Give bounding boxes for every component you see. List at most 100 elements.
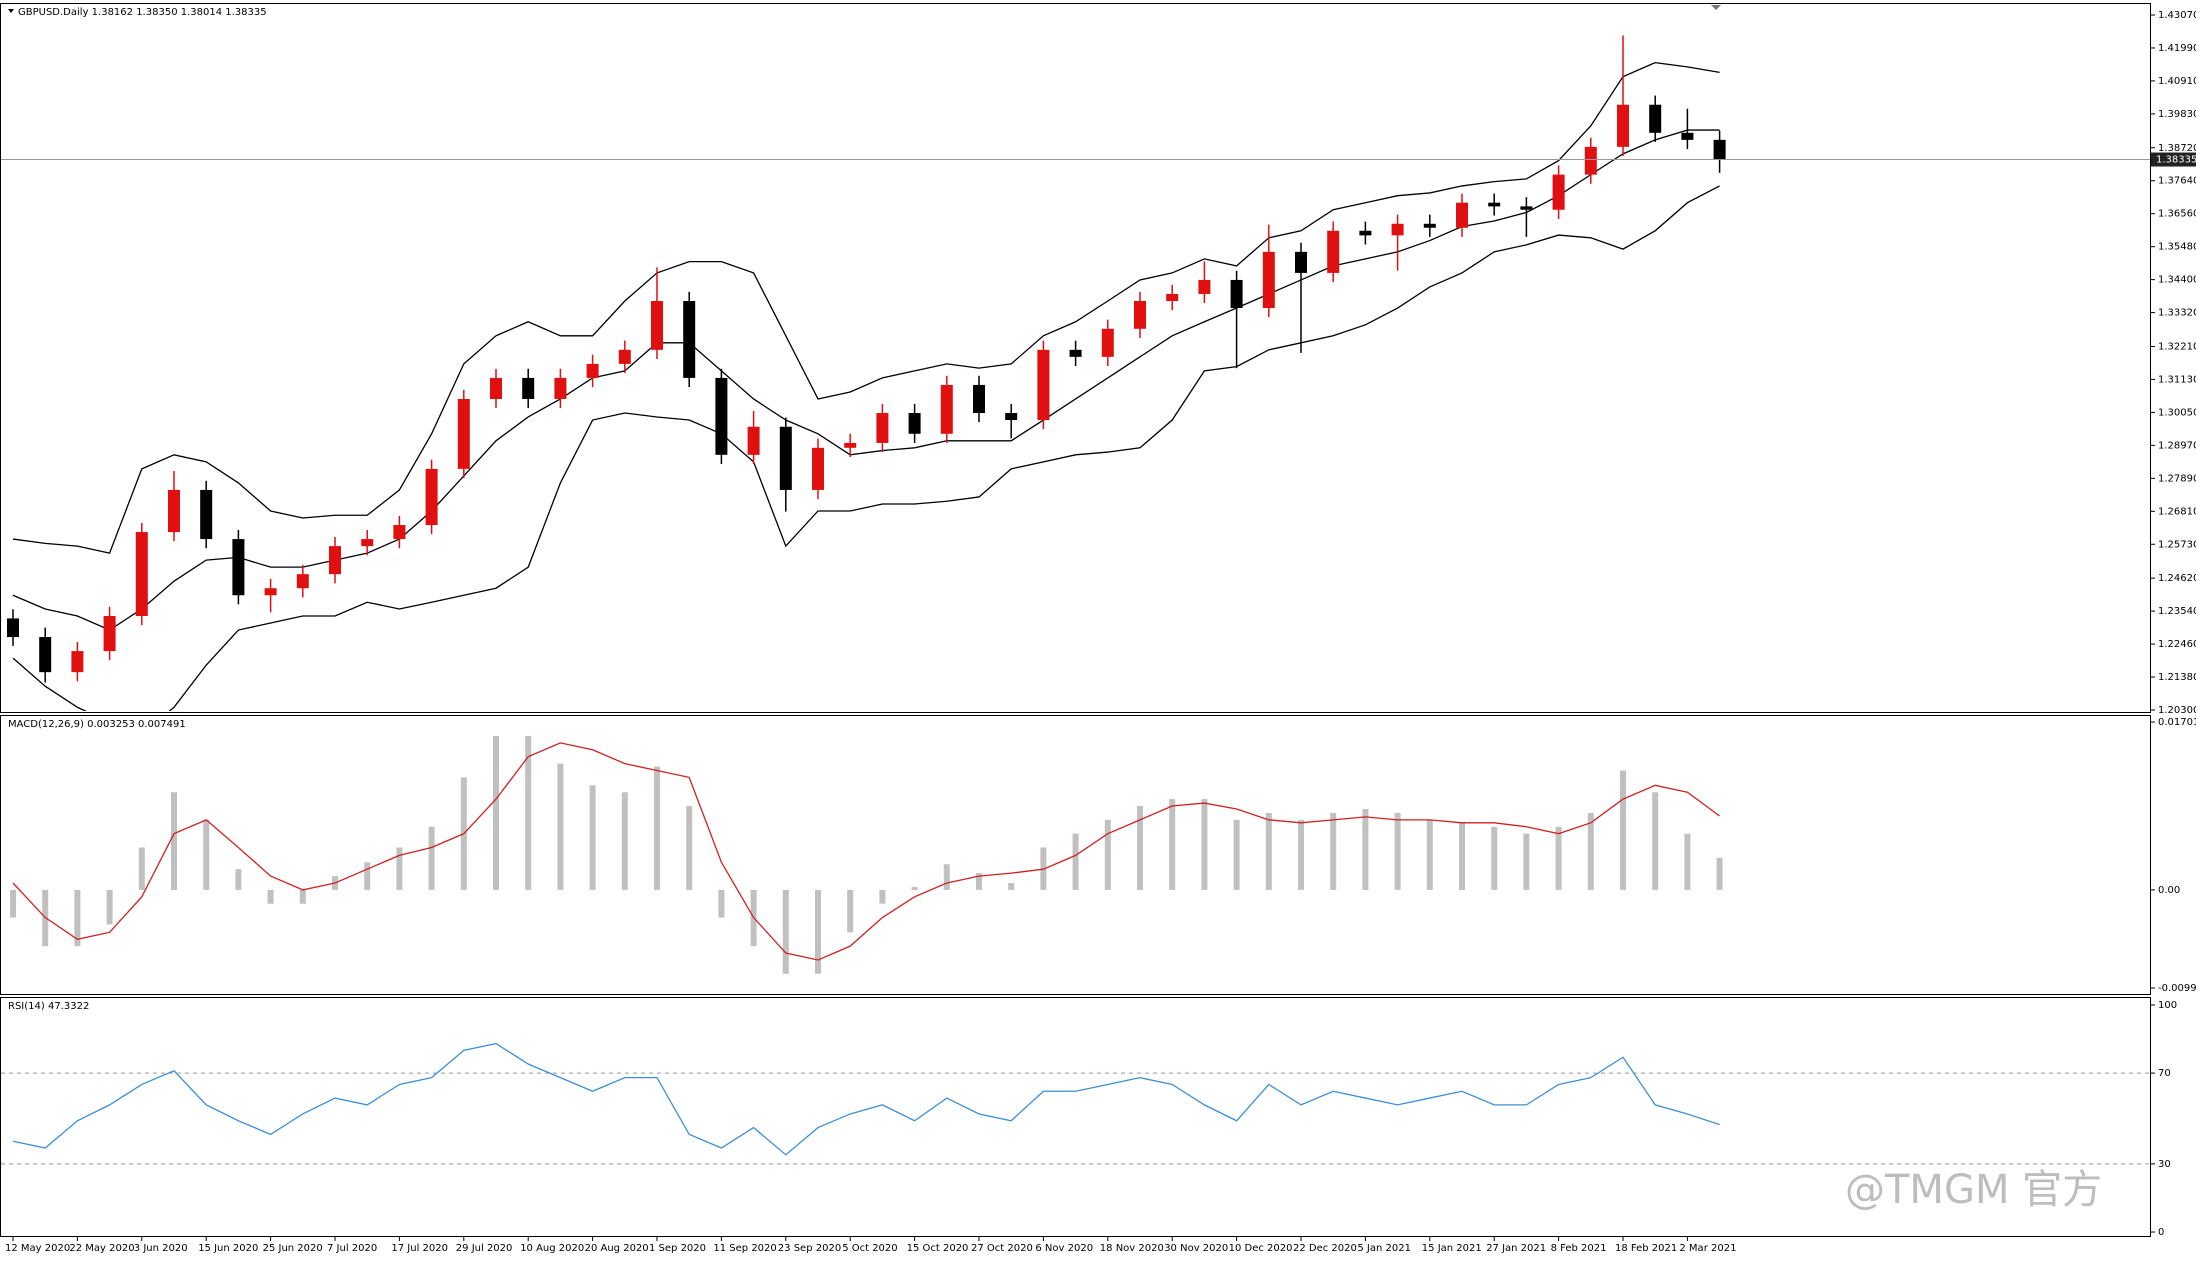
y-tick-label: 1.39830 bbox=[2158, 109, 2196, 120]
x-tick-label: 15 Jun 2020 bbox=[198, 1243, 258, 1254]
candle-body bbox=[618, 349, 631, 364]
candle-body bbox=[1069, 349, 1082, 357]
candle-body bbox=[1037, 349, 1050, 421]
bollinger-band bbox=[12, 129, 1720, 631]
candle-body bbox=[264, 588, 277, 596]
candle-body bbox=[522, 377, 535, 399]
candle-body bbox=[7, 618, 19, 638]
macd-histogram-bar bbox=[1169, 799, 1176, 890]
macd-histogram-bar bbox=[1555, 826, 1562, 890]
y-tick-label: 1.34400 bbox=[2158, 275, 2196, 286]
x-tick-label: 29 Jul 2020 bbox=[456, 1243, 513, 1254]
candle-body bbox=[393, 525, 406, 540]
macd-histogram-bar bbox=[1684, 833, 1691, 890]
macd-histogram-bar bbox=[525, 735, 532, 890]
rsi-panel-frame bbox=[0, 997, 2151, 1237]
macd-histogram-bar bbox=[1491, 826, 1498, 890]
y-tick-label: 1.27890 bbox=[2158, 473, 2196, 484]
candle-body bbox=[844, 442, 857, 448]
macd-histogram-bar bbox=[1137, 806, 1143, 890]
macd-histogram-bar bbox=[879, 889, 886, 904]
macd-histogram-bar bbox=[106, 889, 113, 925]
macd-histogram-bar bbox=[1459, 822, 1465, 890]
y-tick-label: 1.33320 bbox=[2158, 308, 2196, 319]
main-title: GBPUSD.Daily 1.38162 1.38350 1.38014 1.3… bbox=[18, 7, 267, 18]
macd-histogram-bar bbox=[396, 847, 403, 890]
macd-histogram-bar bbox=[1587, 812, 1594, 890]
candle-body bbox=[1520, 206, 1533, 210]
candle-body bbox=[457, 398, 470, 469]
macd-histogram-bar bbox=[428, 826, 435, 890]
macd-histogram-bar bbox=[10, 889, 16, 918]
x-tick-label: 1 Sep 2020 bbox=[649, 1243, 706, 1254]
macd-histogram-bar bbox=[364, 862, 371, 890]
macd-histogram-bar bbox=[976, 873, 982, 890]
macd-histogram-bar bbox=[138, 847, 145, 890]
macd-histogram-bar bbox=[557, 763, 564, 890]
y-tick-label: 1.25730 bbox=[2158, 539, 2196, 550]
symbol-arrow bbox=[8, 9, 14, 13]
candle-body bbox=[361, 539, 374, 547]
candle-body bbox=[715, 377, 728, 455]
macd-histogram-bar bbox=[1201, 799, 1208, 890]
y-tick-label: 1.37640 bbox=[2158, 176, 2196, 187]
y-tick-label: 1.32210 bbox=[2158, 341, 2196, 352]
macd-histogram-bar bbox=[1265, 812, 1272, 890]
y-tick-label: 0.017015 bbox=[2158, 717, 2196, 728]
y-tick-label: 70 bbox=[2158, 1068, 2171, 1079]
y-tick-label: 1.20300 bbox=[2158, 705, 2196, 716]
candle-body bbox=[1713, 139, 1726, 160]
candle-body bbox=[683, 300, 696, 378]
candle-body bbox=[1681, 132, 1694, 140]
candle-body bbox=[1101, 328, 1114, 357]
macd-histogram-bar bbox=[1394, 812, 1401, 890]
x-tick-label: 7 Jul 2020 bbox=[327, 1243, 377, 1254]
x-tick-label: 23 Sep 2020 bbox=[778, 1243, 841, 1254]
candle-body bbox=[1391, 223, 1404, 236]
candle-body bbox=[1423, 223, 1436, 228]
current-price-label: 1.38335 bbox=[2156, 155, 2196, 166]
y-tick-label: 1.26810 bbox=[2158, 506, 2196, 517]
plot-area bbox=[10, 735, 1723, 974]
y-tick-label: 1.40910 bbox=[2158, 76, 2196, 87]
y-tick-label: 1.35480 bbox=[2158, 242, 2196, 253]
candle-body bbox=[200, 489, 213, 540]
candle-body bbox=[168, 489, 180, 533]
x-tick-label: 5 Jan 2021 bbox=[1357, 1243, 1411, 1254]
x-tick-label: 5 Oct 2020 bbox=[842, 1243, 897, 1254]
y-tick-label: 0 bbox=[2158, 1227, 2164, 1238]
macd-histogram-bar bbox=[267, 889, 274, 904]
candle-body bbox=[908, 413, 921, 434]
y-tick-label: 1.21380 bbox=[2158, 672, 2196, 683]
macd-histogram-bar bbox=[943, 864, 950, 890]
y-tick-label: 1.36560 bbox=[2158, 209, 2196, 220]
candle-body bbox=[1134, 300, 1146, 329]
macd-histogram-bar bbox=[1426, 819, 1433, 890]
y-tick-label: -0.00994 bbox=[2158, 983, 2196, 994]
macd-histogram-bar bbox=[1233, 819, 1240, 890]
candle-body bbox=[1230, 279, 1243, 309]
candle-body bbox=[1327, 230, 1340, 273]
macd-histogram-bar bbox=[1716, 857, 1723, 890]
x-tick-label: 20 Aug 2020 bbox=[585, 1243, 649, 1254]
candle-body bbox=[1456, 202, 1468, 228]
macd-histogram-bar bbox=[493, 735, 499, 890]
candle-body bbox=[135, 532, 148, 616]
main-panel-frame bbox=[0, 3, 2151, 713]
candle-body bbox=[39, 637, 52, 673]
series-line bbox=[12, 1042, 1720, 1156]
candle-body bbox=[490, 377, 502, 399]
macd-histogram-bar bbox=[74, 889, 81, 947]
macd-histogram-bar bbox=[686, 806, 693, 890]
x-tick-label: 18 Feb 2021 bbox=[1615, 1243, 1677, 1254]
candle-body bbox=[651, 300, 663, 350]
candle-body bbox=[1359, 230, 1372, 236]
candle-body bbox=[812, 447, 824, 490]
x-tick-label: 22 Dec 2020 bbox=[1293, 1243, 1357, 1254]
plot-area bbox=[7, 35, 1726, 711]
x-tick-label: 25 Jun 2020 bbox=[263, 1243, 323, 1254]
y-tick-label: 1.22460 bbox=[2158, 639, 2196, 650]
macd-histogram-bar bbox=[815, 889, 821, 974]
macd-histogram-bar bbox=[1072, 833, 1079, 890]
macd-histogram-bar bbox=[1104, 819, 1111, 890]
